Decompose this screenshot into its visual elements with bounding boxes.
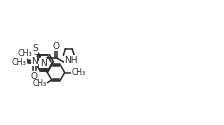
Text: CH₃: CH₃ <box>17 49 32 58</box>
Text: CH₃: CH₃ <box>32 79 46 88</box>
Text: N: N <box>40 59 46 68</box>
Text: S: S <box>32 44 38 53</box>
Text: O: O <box>31 72 38 81</box>
Text: N: N <box>31 57 38 66</box>
Text: NH: NH <box>65 56 78 65</box>
Text: CH₃: CH₃ <box>12 58 26 67</box>
Text: O: O <box>52 42 60 51</box>
Text: CH₃: CH₃ <box>72 68 86 77</box>
